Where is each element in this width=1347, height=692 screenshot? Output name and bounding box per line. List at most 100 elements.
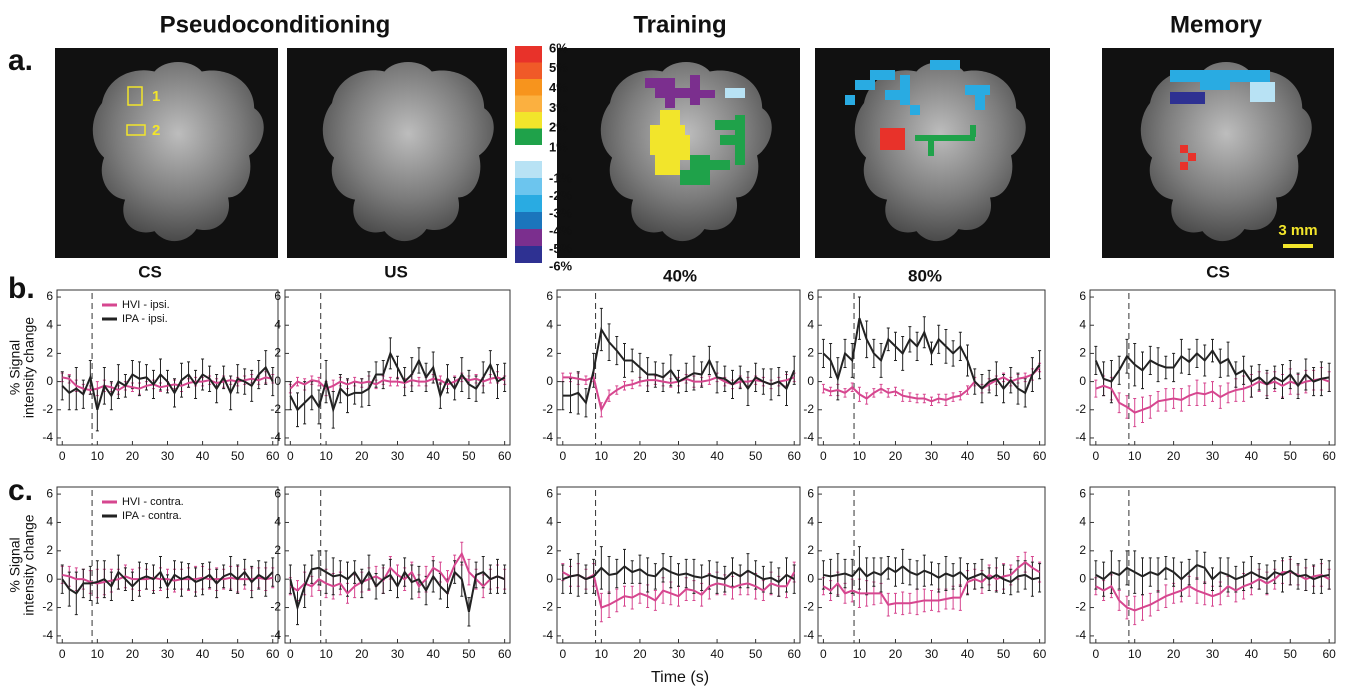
x-tick-label: 50 — [231, 449, 245, 463]
colorbar-label: -6% — [549, 258, 573, 273]
x-tick-label: 20 — [633, 647, 647, 661]
roi-label: 2 — [152, 122, 160, 139]
x-tick-label: 50 — [231, 647, 245, 661]
x-tick-label: 40 — [427, 647, 441, 661]
y-tick-label: 2 — [274, 346, 281, 360]
colorbar-label: 4% — [549, 80, 568, 95]
activation-pixel — [1250, 82, 1275, 102]
x-tick-label: 50 — [997, 449, 1011, 463]
y-tick-label: -2 — [270, 600, 281, 614]
x-tick-label: 40 — [710, 647, 724, 661]
x-tick-label: 10 — [319, 647, 333, 661]
y-tick-label: 2 — [1079, 346, 1086, 360]
activation-pixel — [1180, 145, 1188, 153]
activation-pixel — [930, 60, 960, 70]
y-tick-label: -4 — [1075, 430, 1086, 444]
x-tick-label: 0 — [287, 449, 294, 463]
x-tick-label: 40 — [427, 449, 441, 463]
x-tick-label: 10 — [319, 449, 333, 463]
activation-pixel — [700, 160, 730, 170]
y-tick-label: -2 — [542, 600, 553, 614]
x-tick-label: 10 — [595, 647, 609, 661]
colorbar-swatch — [515, 63, 542, 80]
colorbar-label: 1% — [549, 139, 568, 154]
x-tick-label: 0 — [287, 647, 294, 661]
x-tick-label: 50 — [749, 449, 763, 463]
x-tick-label: 30 — [391, 449, 405, 463]
x-tick-label: 10 — [853, 647, 867, 661]
y-tick-label: 4 — [1079, 317, 1086, 331]
x-tick-label: 50 — [997, 647, 1011, 661]
colorbar-label: 5% — [549, 60, 568, 75]
y-tick-label: -2 — [42, 402, 53, 416]
section-header: Pseudoconditioning — [160, 11, 391, 38]
y-tick-label: 6 — [807, 486, 814, 500]
colorbar-swatch — [515, 212, 542, 229]
activation-pixel — [1180, 162, 1188, 170]
panel-label: a. — [8, 44, 33, 77]
y-tick-label: 0 — [46, 374, 53, 388]
colorbar-swatch — [515, 46, 542, 63]
y-axis-label: intensity change — [21, 514, 37, 615]
y-tick-label: -4 — [803, 430, 814, 444]
x-tick-label: 40 — [1245, 647, 1259, 661]
y-tick-label: 2 — [546, 543, 553, 557]
y-tick-label: 4 — [807, 515, 814, 529]
y-tick-label: 6 — [546, 289, 553, 303]
activation-pixel — [1170, 70, 1270, 82]
colorbar-label: 3% — [549, 100, 568, 115]
y-tick-label: 4 — [1079, 515, 1086, 529]
x-tick-label: 30 — [672, 449, 686, 463]
x-tick-label: 40 — [710, 449, 724, 463]
image-label: US — [384, 262, 408, 281]
y-tick-label: 2 — [46, 543, 53, 557]
y-tick-label: 4 — [274, 515, 281, 529]
activation-pixel — [690, 75, 700, 105]
x-tick-label: 20 — [126, 449, 140, 463]
y-tick-label: 4 — [46, 515, 53, 529]
y-tick-label: 6 — [546, 486, 553, 500]
activation-pixel — [900, 75, 910, 105]
x-tick-label: 0 — [559, 647, 566, 661]
legend-label: IPA - ipsi. — [122, 313, 168, 325]
x-tick-label: 30 — [925, 647, 939, 661]
colorbar-swatch — [515, 96, 542, 113]
x-tick-label: 0 — [820, 449, 827, 463]
y-tick-label: 2 — [1079, 543, 1086, 557]
x-tick-label: 20 — [1167, 449, 1181, 463]
y-tick-label: 6 — [46, 289, 53, 303]
x-tick-label: 60 — [498, 647, 512, 661]
y-tick-label: -2 — [803, 402, 814, 416]
image-label: CS — [1206, 262, 1230, 281]
panel-label: b. — [8, 272, 35, 305]
activation-pixel — [665, 98, 675, 108]
y-tick-label: -2 — [270, 402, 281, 416]
activation-pixel — [1188, 153, 1196, 161]
activation-pixel — [720, 135, 735, 145]
y-tick-label: 0 — [807, 374, 814, 388]
activation-pixel — [870, 70, 895, 80]
y-tick-label: -4 — [803, 628, 814, 642]
x-tick-label: 10 — [853, 449, 867, 463]
legend-label: HVI - contra. — [122, 496, 184, 508]
x-tick-label: 40 — [196, 647, 210, 661]
y-tick-label: 0 — [807, 571, 814, 585]
x-tick-label: 30 — [1206, 449, 1220, 463]
y-tick-label: 2 — [807, 543, 814, 557]
activation-pixel — [700, 90, 715, 98]
y-tick-label: 2 — [274, 543, 281, 557]
x-tick-label: 40 — [961, 647, 975, 661]
x-tick-label: 0 — [59, 647, 66, 661]
panel-label: c. — [8, 474, 33, 507]
activation-pixel — [1170, 92, 1205, 104]
colorbar-swatch — [515, 178, 542, 195]
activation-pixel — [655, 88, 695, 98]
activation-pixel — [680, 170, 692, 185]
activation-pixel — [885, 90, 900, 100]
y-tick-label: 6 — [274, 289, 281, 303]
y-tick-label: 2 — [546, 346, 553, 360]
activation-pixel — [910, 105, 920, 115]
activation-pixel — [915, 135, 975, 141]
legend-label: HVI - ipsi. — [122, 299, 170, 311]
y-tick-label: 4 — [807, 317, 814, 331]
